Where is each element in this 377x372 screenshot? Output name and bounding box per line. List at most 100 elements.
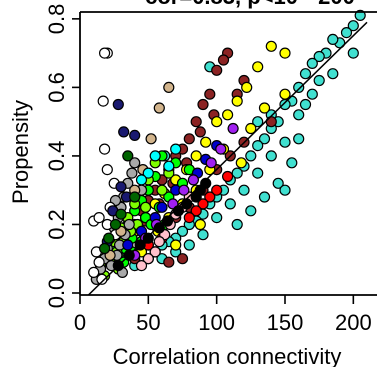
data-point — [245, 122, 257, 135]
x-tick-label: 150 — [267, 310, 304, 335]
data-point — [211, 184, 223, 196]
data-point — [126, 167, 138, 179]
data-point — [252, 167, 264, 179]
y-tick-label: 0.4 — [44, 141, 69, 172]
data-point — [279, 136, 291, 148]
data-point — [245, 205, 257, 217]
chart-title: cor=0.83, p<10^-200 — [145, 0, 355, 9]
data-point — [93, 256, 105, 268]
data-point — [142, 253, 154, 265]
data-point — [200, 136, 212, 148]
x-tick-label: 100 — [198, 310, 235, 335]
data-point — [293, 109, 305, 121]
data-point — [211, 116, 223, 128]
data-point — [340, 26, 353, 39]
data-point — [153, 222, 165, 234]
data-point — [98, 47, 111, 59]
data-point — [211, 212, 223, 224]
data-point — [241, 81, 253, 94]
data-point — [122, 150, 134, 162]
data-point — [204, 191, 216, 203]
data-point — [197, 198, 209, 210]
data-point — [88, 266, 100, 278]
data-point — [101, 164, 113, 176]
y-tick-label: 0.8 — [44, 4, 69, 35]
data-points-layer — [88, 9, 366, 285]
data-point — [190, 205, 202, 217]
data-point — [163, 256, 175, 268]
data-point — [112, 98, 124, 111]
data-point — [258, 133, 271, 145]
y-tick-label: 0.0 — [44, 278, 69, 309]
data-point — [190, 191, 202, 203]
data-point — [238, 184, 250, 196]
data-point — [98, 143, 111, 155]
data-point — [176, 253, 189, 265]
data-point — [347, 47, 359, 59]
data-point — [327, 68, 339, 80]
data-point — [231, 95, 243, 107]
data-point — [299, 68, 312, 80]
data-point — [123, 218, 135, 231]
data-point — [176, 225, 189, 237]
data-point — [279, 184, 291, 196]
data-point — [217, 54, 230, 66]
data-point — [347, 20, 359, 32]
data-point — [306, 57, 318, 70]
data-point — [183, 133, 195, 145]
data-point — [211, 64, 223, 76]
data-point — [194, 126, 206, 138]
data-point — [279, 98, 291, 111]
data-point — [222, 170, 234, 183]
data-point — [161, 215, 174, 227]
x-axis-title: Correlation connectivity — [113, 344, 342, 367]
data-point — [183, 212, 195, 224]
data-point — [187, 174, 199, 186]
data-point — [265, 150, 277, 162]
data-point — [197, 229, 209, 241]
data-point — [258, 102, 271, 114]
data-point — [327, 33, 339, 46]
data-point — [252, 61, 264, 73]
data-point — [293, 81, 305, 94]
data-point — [194, 218, 206, 231]
data-point — [293, 133, 305, 145]
data-point — [122, 239, 134, 251]
data-point — [93, 212, 105, 224]
data-point — [265, 116, 277, 128]
data-point — [181, 198, 193, 210]
data-point — [170, 143, 182, 155]
data-point — [129, 191, 141, 203]
data-point — [98, 242, 111, 255]
data-point — [118, 126, 130, 138]
y-tick-label: 0.6 — [44, 72, 69, 103]
data-point — [109, 218, 122, 231]
data-point — [149, 150, 161, 162]
data-point — [96, 273, 108, 285]
data-point — [156, 184, 168, 196]
regression-line-layer — [87, 21, 368, 295]
data-point — [286, 157, 298, 169]
data-point — [224, 198, 236, 210]
data-point — [129, 129, 141, 141]
data-point — [153, 236, 165, 248]
data-point — [252, 140, 264, 152]
data-point — [142, 167, 154, 179]
data-point — [245, 150, 257, 162]
data-point — [103, 232, 115, 244]
data-point — [145, 133, 157, 145]
y-tick-label: 0.2 — [44, 209, 69, 240]
x-tick-label: 0 — [74, 310, 86, 335]
data-point — [306, 88, 318, 100]
data-point — [204, 88, 216, 100]
data-point — [215, 143, 227, 155]
data-point — [135, 174, 148, 186]
data-point — [299, 98, 312, 111]
data-point — [231, 167, 243, 179]
data-point — [183, 239, 195, 251]
data-point — [153, 102, 165, 114]
regression-line — [87, 21, 368, 295]
data-point — [135, 260, 148, 272]
